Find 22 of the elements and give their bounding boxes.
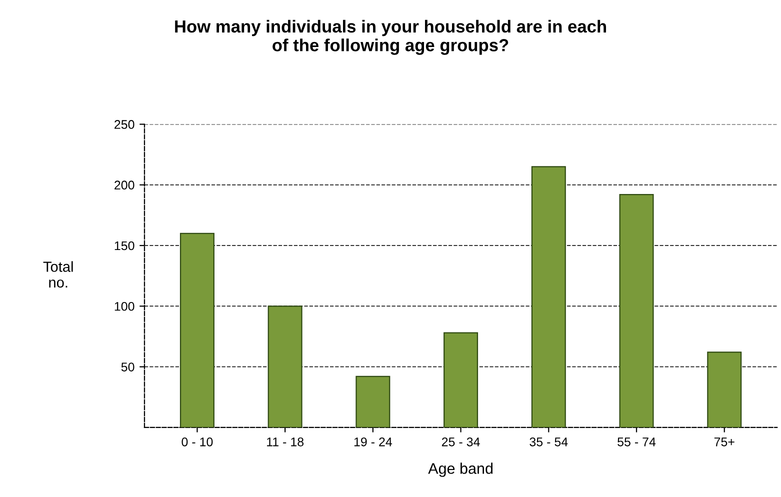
x-tick-label: 25 - 34	[442, 437, 480, 446]
bar	[180, 232, 214, 428]
bar	[356, 376, 390, 428]
bar	[707, 352, 742, 428]
chart-title: How many individuals in your household are in each of the following age groups?	[175, 20, 606, 55]
bar	[444, 332, 478, 428]
y-tick-label: 50	[121, 362, 134, 372]
y-axis-title: Total no.	[43, 261, 73, 288]
x-tick-label: 19 - 24	[354, 437, 392, 446]
x-axis-title: Age band	[428, 462, 493, 477]
x-tick-label: 55 - 74	[618, 438, 656, 446]
y-tick-label: 100	[114, 302, 134, 311]
y-tick-label: 200	[114, 180, 134, 190]
x-tick-label: 11 - 18	[267, 437, 304, 446]
y-tick-label: 150	[114, 241, 134, 250]
x-tick-label: 75+	[714, 438, 734, 446]
y-tick-label: 250	[114, 120, 134, 129]
x-tick-label: 0 - 10	[182, 437, 213, 446]
bar	[531, 166, 566, 428]
x-tick-label: 35 - 54	[530, 437, 568, 446]
bar	[268, 306, 302, 428]
bar	[619, 194, 654, 428]
